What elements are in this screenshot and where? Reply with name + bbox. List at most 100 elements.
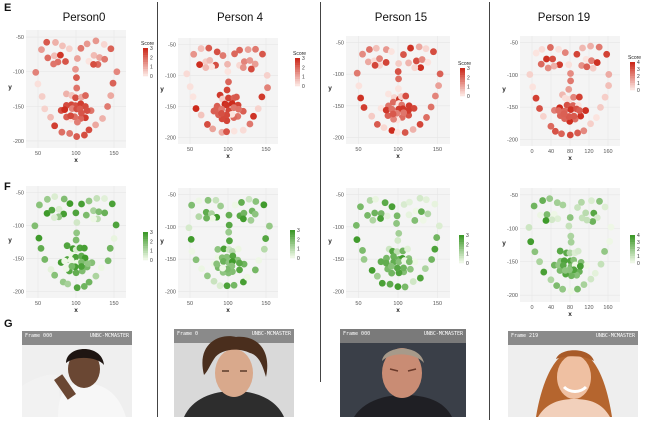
legend-colorbar xyxy=(143,236,148,240)
x-tick-label: 80 xyxy=(567,149,573,155)
legend-tick-label: 2 xyxy=(302,65,305,71)
landmark-point xyxy=(430,48,437,56)
y-tick-label: -150 xyxy=(333,257,344,263)
landmark-point xyxy=(417,64,425,72)
landmark-point xyxy=(60,195,68,203)
landmark-point xyxy=(202,208,210,216)
landmark-point xyxy=(400,201,408,208)
landmark-point xyxy=(80,244,88,252)
landmark-point xyxy=(567,238,575,246)
landmark-point xyxy=(393,248,401,256)
landmark-point xyxy=(209,214,216,222)
landmark-point xyxy=(560,110,568,118)
landmark-point xyxy=(73,118,81,126)
landmark-point xyxy=(394,128,401,136)
landmark-point xyxy=(92,37,100,45)
legend-colorbar xyxy=(143,250,148,254)
y-tick-label: -150 xyxy=(13,104,24,110)
landmark-point xyxy=(435,222,443,230)
landmark-point xyxy=(247,216,255,224)
y-tick-label: -50 xyxy=(510,41,518,47)
landmark-point xyxy=(236,46,243,54)
legend-colorbar xyxy=(460,89,465,92)
landmark-point xyxy=(556,247,564,255)
y-axis-label: y xyxy=(160,238,164,245)
legend-colorbar xyxy=(143,59,148,63)
landmark-point xyxy=(187,236,195,243)
landmark-point xyxy=(387,262,395,270)
landmark-point xyxy=(382,106,390,114)
landmark-point xyxy=(404,245,411,253)
landmark-point xyxy=(246,57,254,64)
legend-colorbar xyxy=(459,253,464,257)
landmark-point xyxy=(559,285,567,293)
y-tick-label: -150 xyxy=(165,257,176,263)
landmark-point xyxy=(73,84,81,92)
landmark-point xyxy=(373,272,381,280)
landmark-point xyxy=(542,217,550,224)
landmark-point xyxy=(570,93,578,101)
landmark-point xyxy=(400,51,407,58)
landmark-point xyxy=(245,195,253,203)
landmark-point xyxy=(422,45,430,53)
landmark-point xyxy=(395,85,402,93)
landmark-point xyxy=(543,55,550,63)
panel-title-person19: Person 19 xyxy=(537,12,591,24)
landmark-point xyxy=(50,214,58,222)
landmark-point xyxy=(213,105,221,113)
legend-colorbar xyxy=(143,64,148,67)
landmark-point xyxy=(400,109,408,117)
y-tick-label: -200 xyxy=(333,289,344,295)
y-tick-label: -50 xyxy=(336,193,344,199)
legend-colorbar xyxy=(630,246,635,250)
landmark-point xyxy=(101,209,109,217)
landmark-point xyxy=(550,62,558,70)
legend-tick-label: 0 xyxy=(150,74,153,80)
landmark-point xyxy=(62,58,69,65)
legend-colorbar xyxy=(143,73,148,77)
landmark-point xyxy=(547,44,554,51)
legend-colorbar xyxy=(630,69,635,72)
panel-title-person4: Person 4 xyxy=(216,12,264,24)
landmark-point xyxy=(578,198,585,206)
landmark-point xyxy=(110,235,118,242)
y-tick-label: -150 xyxy=(507,105,518,111)
landmark-point xyxy=(206,56,214,64)
landmark-point xyxy=(588,57,595,65)
landmark-point xyxy=(389,98,397,106)
y-axis-label: y xyxy=(8,84,12,91)
landmark-point xyxy=(405,111,413,119)
landmark-point xyxy=(55,205,63,213)
landmark-point xyxy=(431,245,439,253)
legend-colorbar xyxy=(630,71,635,74)
legend-tick-label: 2 xyxy=(150,55,153,61)
landmark-point xyxy=(246,120,254,128)
landmark-point xyxy=(577,112,585,120)
landmark-point xyxy=(231,50,238,58)
landmark-point xyxy=(260,245,268,253)
landmark-point xyxy=(229,252,237,260)
legend-tick-label: 3 xyxy=(467,66,470,72)
face-photo-person4: Frame 0 UNBC-MCMASTER xyxy=(174,329,294,417)
landmark-point xyxy=(247,65,255,73)
landmark-point xyxy=(77,263,85,270)
landmark-point xyxy=(377,215,384,222)
landmark-point xyxy=(574,285,581,293)
y-tick-label: -100 xyxy=(165,73,176,79)
landmark-point xyxy=(44,54,52,62)
landmark-point xyxy=(589,218,597,225)
landmark-point xyxy=(411,258,419,266)
panel-title-person15: Person 15 xyxy=(374,12,428,24)
landmark-point xyxy=(90,207,97,215)
x-axis-label: x xyxy=(226,307,230,314)
landmark-point xyxy=(531,248,539,256)
landmark-point xyxy=(409,278,417,285)
legend-colorbar xyxy=(460,68,465,71)
landmark-point xyxy=(225,228,233,236)
x-axis-label: x xyxy=(226,153,230,160)
landmark-point xyxy=(224,68,232,75)
landmark-point xyxy=(525,224,533,231)
landmark-point xyxy=(72,65,79,73)
legend-tick-label: 0 xyxy=(302,84,305,90)
legend-colorbar xyxy=(143,257,148,261)
